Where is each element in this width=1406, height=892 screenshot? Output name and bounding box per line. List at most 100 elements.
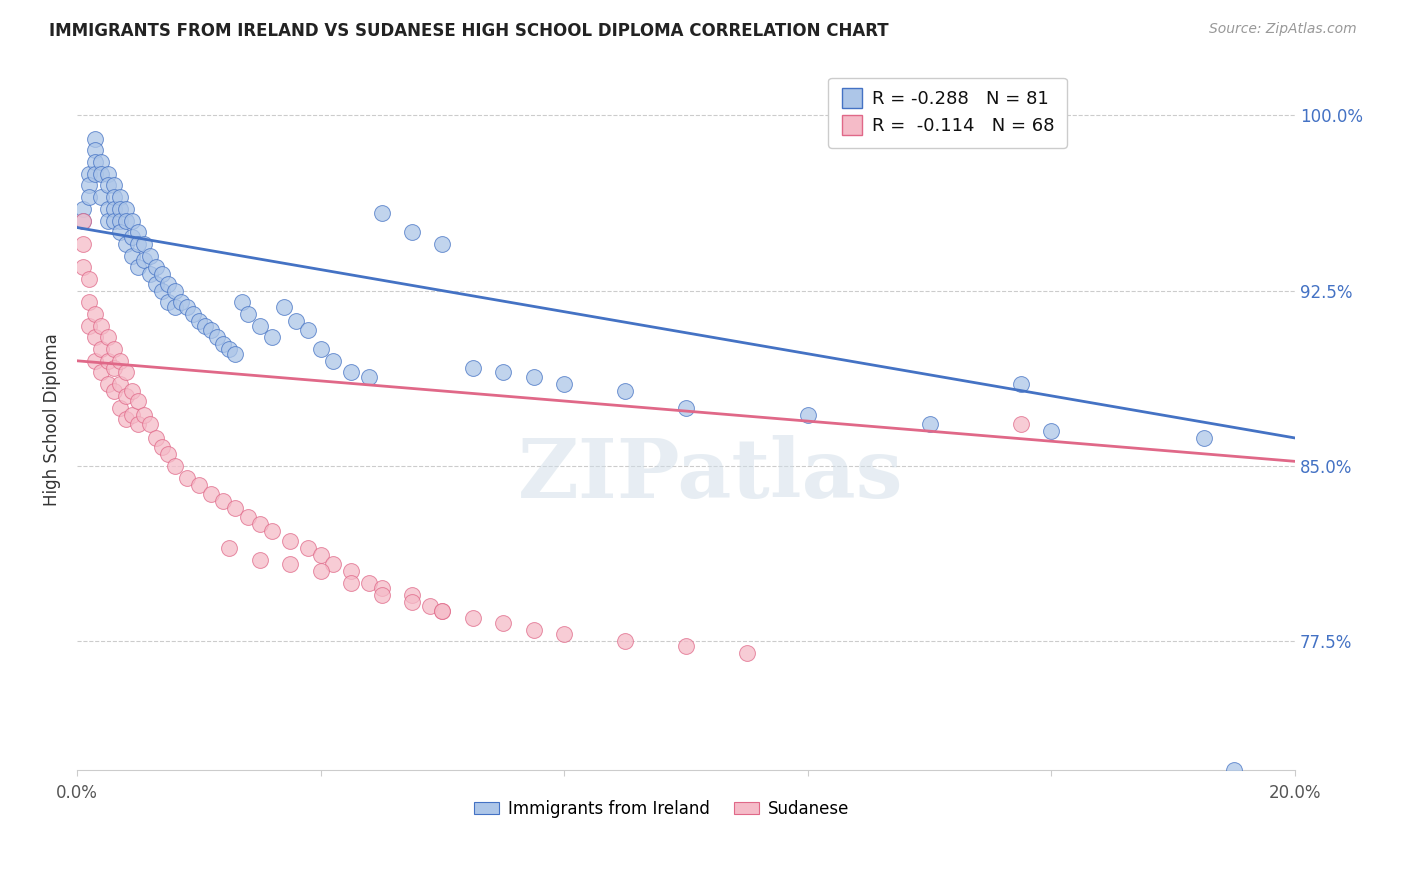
- Point: [96, 178, 118, 193]
- Point: [553, 627, 575, 641]
- Point: [614, 634, 637, 648]
- Point: [1010, 377, 1032, 392]
- Point: [370, 588, 392, 602]
- Point: [523, 370, 546, 384]
- Point: [492, 615, 515, 630]
- Point: [121, 384, 143, 399]
- Point: [918, 417, 941, 431]
- Point: [157, 295, 180, 310]
- Point: [432, 604, 454, 618]
- Point: [90, 155, 112, 169]
- Point: [90, 167, 112, 181]
- Point: [84, 330, 107, 344]
- Point: [150, 267, 173, 281]
- Point: [96, 377, 118, 392]
- Point: [309, 564, 332, 578]
- Point: [132, 408, 155, 422]
- Point: [72, 213, 94, 227]
- Point: [297, 323, 319, 337]
- Point: [121, 249, 143, 263]
- Point: [212, 337, 235, 351]
- Point: [218, 541, 240, 555]
- Point: [285, 314, 308, 328]
- Point: [108, 202, 131, 216]
- Point: [90, 366, 112, 380]
- Point: [114, 389, 136, 403]
- Point: [163, 284, 186, 298]
- Point: [108, 213, 131, 227]
- Point: [359, 370, 381, 384]
- Point: [163, 300, 186, 314]
- Point: [77, 167, 100, 181]
- Point: [72, 202, 94, 216]
- Point: [200, 323, 222, 337]
- Point: [96, 213, 118, 227]
- Point: [359, 576, 381, 591]
- Point: [77, 295, 100, 310]
- Legend: Immigrants from Ireland, Sudanese: Immigrants from Ireland, Sudanese: [468, 794, 856, 825]
- Point: [432, 236, 454, 251]
- Point: [553, 377, 575, 392]
- Point: [108, 225, 131, 239]
- Point: [103, 178, 125, 193]
- Point: [523, 623, 546, 637]
- Point: [139, 417, 162, 431]
- Point: [96, 202, 118, 216]
- Text: ZIPatlas: ZIPatlas: [517, 435, 903, 516]
- Point: [224, 347, 246, 361]
- Point: [419, 599, 441, 614]
- Point: [249, 552, 271, 566]
- Text: IMMIGRANTS FROM IRELAND VS SUDANESE HIGH SCHOOL DIPLOMA CORRELATION CHART: IMMIGRANTS FROM IRELAND VS SUDANESE HIGH…: [49, 22, 889, 40]
- Point: [260, 524, 283, 539]
- Point: [77, 318, 100, 333]
- Point: [297, 541, 319, 555]
- Point: [139, 267, 162, 281]
- Point: [103, 342, 125, 356]
- Point: [145, 277, 167, 291]
- Point: [675, 401, 697, 415]
- Point: [72, 213, 94, 227]
- Point: [108, 377, 131, 392]
- Point: [84, 353, 107, 368]
- Point: [121, 408, 143, 422]
- Point: [96, 330, 118, 344]
- Point: [84, 155, 107, 169]
- Point: [108, 353, 131, 368]
- Y-axis label: High School Diploma: High School Diploma: [44, 333, 60, 506]
- Point: [103, 360, 125, 375]
- Point: [96, 167, 118, 181]
- Point: [139, 249, 162, 263]
- Point: [127, 417, 149, 431]
- Point: [176, 300, 198, 314]
- Point: [194, 318, 217, 333]
- Point: [432, 604, 454, 618]
- Point: [77, 190, 100, 204]
- Point: [114, 202, 136, 216]
- Point: [675, 639, 697, 653]
- Point: [127, 393, 149, 408]
- Point: [145, 260, 167, 275]
- Point: [121, 213, 143, 227]
- Point: [90, 190, 112, 204]
- Point: [103, 202, 125, 216]
- Point: [492, 366, 515, 380]
- Point: [1040, 424, 1063, 438]
- Point: [103, 190, 125, 204]
- Point: [72, 236, 94, 251]
- Point: [340, 564, 363, 578]
- Point: [218, 342, 240, 356]
- Point: [461, 611, 484, 625]
- Point: [797, 408, 820, 422]
- Point: [90, 342, 112, 356]
- Point: [114, 213, 136, 227]
- Point: [205, 330, 228, 344]
- Point: [181, 307, 204, 321]
- Point: [309, 342, 332, 356]
- Point: [273, 300, 295, 314]
- Point: [114, 236, 136, 251]
- Point: [114, 366, 136, 380]
- Point: [249, 517, 271, 532]
- Point: [236, 307, 259, 321]
- Point: [108, 190, 131, 204]
- Text: Source: ZipAtlas.com: Source: ZipAtlas.com: [1209, 22, 1357, 37]
